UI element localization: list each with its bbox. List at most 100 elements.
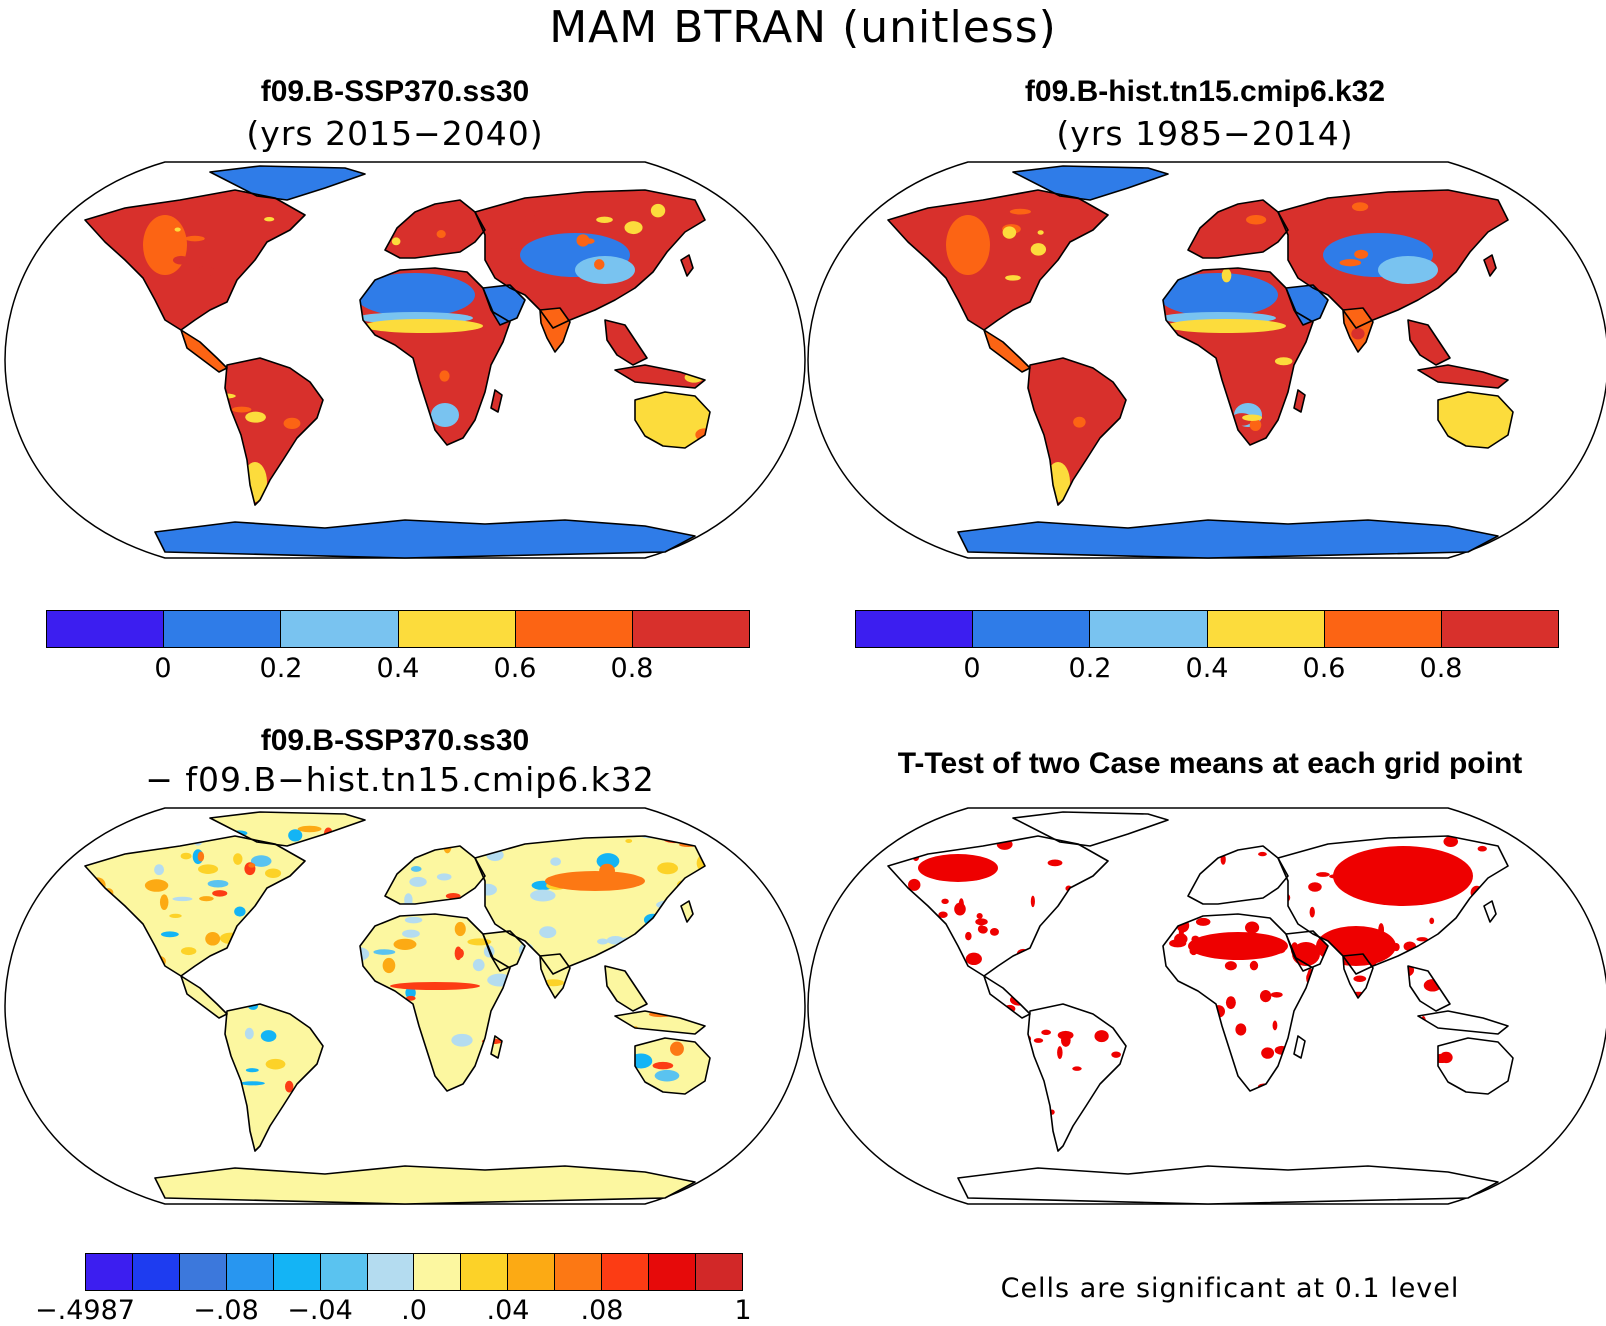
significant-cell — [1309, 906, 1315, 918]
colorbar-tick-label: −.08 — [193, 1295, 259, 1326]
tibet-region — [1378, 256, 1438, 284]
speckle — [185, 235, 205, 242]
coastline-australia — [634, 1037, 711, 1095]
colorbar-tick-label: −.4987 — [35, 1295, 135, 1326]
diff-speckle — [550, 857, 561, 866]
diff-speckle — [212, 890, 228, 897]
significant-cell — [1057, 1046, 1063, 1060]
coastline-seasia — [604, 965, 648, 1012]
diff-speckle — [402, 929, 420, 938]
significant-cell — [965, 952, 982, 966]
coastline-camerica — [983, 329, 1031, 373]
coastline-antarctica — [957, 519, 1499, 559]
diff-speckle — [205, 931, 221, 946]
diff-speckle — [405, 995, 416, 1001]
continent-seasia — [1408, 320, 1450, 365]
colorbar-tick-label: 0.2 — [259, 653, 303, 684]
coastlines — [887, 811, 1514, 1205]
speckle — [1002, 226, 1017, 239]
speckle — [624, 221, 643, 235]
diff-speckle — [670, 1041, 684, 1056]
continent-europe — [385, 200, 485, 258]
tibet-region — [575, 256, 635, 284]
sahara-dry — [1158, 273, 1278, 317]
colorbar-top-right — [855, 610, 1559, 648]
colorbar-cell — [320, 1254, 368, 1290]
continent-europe — [1188, 200, 1288, 258]
colorbar-cell — [515, 611, 633, 647]
diff-speckle — [260, 1030, 277, 1042]
significant-cell — [961, 854, 967, 867]
coastline-antarctica — [154, 1165, 696, 1205]
speckle — [436, 230, 446, 239]
coastline-madagascar — [490, 1035, 503, 1059]
australia-interior — [1448, 398, 1498, 438]
significant-cell — [1353, 975, 1367, 983]
coastline-africa — [1162, 267, 1314, 446]
significant-cell — [1041, 1029, 1052, 1036]
australia-interior — [645, 398, 695, 438]
diff-speckle — [404, 916, 423, 924]
land-fill — [888, 812, 1513, 1204]
coastline-greenland — [209, 811, 366, 847]
significant-cell — [1370, 946, 1384, 952]
coastline-namerica — [887, 835, 1109, 977]
coastline-greenland — [209, 165, 366, 201]
continent-india — [540, 954, 570, 998]
diff-speckle — [382, 957, 396, 974]
colorbar-tick-label: 0.2 — [1068, 653, 1112, 684]
colorbar-cell — [1207, 611, 1325, 647]
coastline-europe — [1187, 845, 1289, 905]
diff-speckle — [596, 853, 620, 870]
diff-speckle — [234, 906, 246, 917]
continent-namerica — [888, 190, 1108, 330]
diff-speckle — [154, 864, 165, 876]
coastline-indonesia — [1417, 1010, 1509, 1035]
significant-cell — [1261, 1047, 1275, 1059]
significant-cell — [938, 911, 948, 918]
significant-cell — [1195, 917, 1211, 926]
sahel-positive — [390, 982, 480, 990]
map-bottom-left — [4, 807, 806, 1205]
coastline-europe — [384, 199, 486, 259]
speckle — [1351, 327, 1365, 340]
colorbar-top-left-ticks: 0 0.2 0.4 0.6 0.8 — [0, 653, 810, 693]
colorbar-cell — [164, 611, 282, 647]
sahel-band-2 — [363, 319, 483, 333]
diff-speckle — [248, 863, 256, 868]
colorbar-cell — [273, 1254, 321, 1290]
continent-seasia — [605, 966, 647, 1011]
continent-arabia — [1286, 285, 1328, 325]
significant-cell — [1329, 874, 1345, 879]
colorbar-cell — [695, 1254, 742, 1290]
continent-namerica — [85, 190, 305, 330]
significant-cell — [1249, 960, 1259, 971]
coastline-arabia — [482, 284, 526, 326]
speckle — [652, 403, 674, 415]
continent-camerica — [181, 330, 227, 372]
continent-antarctica — [958, 520, 1498, 558]
coastline-india — [539, 307, 571, 353]
speckle — [1274, 357, 1293, 366]
coastline-japan — [680, 900, 694, 923]
colorbar-bottom-left-ticks: −.4987 −.08 −.04 .0 .04 .08 1 — [0, 1295, 810, 1326]
significant-cell — [908, 878, 921, 891]
coastline-namerica — [887, 189, 1109, 331]
diff-speckle — [172, 896, 193, 902]
significant-cell — [989, 927, 999, 936]
colorbar-cell — [1324, 611, 1442, 647]
colorbar-cell — [1441, 611, 1559, 647]
colorbar-cell — [281, 611, 399, 647]
diff-speckle — [245, 1068, 259, 1073]
coastline-australia — [634, 391, 711, 449]
significant-cell — [1258, 851, 1267, 857]
coastline-namerica — [84, 835, 306, 977]
speckle — [1242, 414, 1263, 421]
western-us — [946, 215, 990, 275]
continent-samerica — [225, 1004, 323, 1151]
significant-cell — [1259, 989, 1272, 1003]
significant-cell — [1030, 895, 1035, 908]
land-fill — [888, 166, 1513, 558]
diff-speckle — [169, 913, 182, 919]
colorbar-cell — [179, 1254, 227, 1290]
